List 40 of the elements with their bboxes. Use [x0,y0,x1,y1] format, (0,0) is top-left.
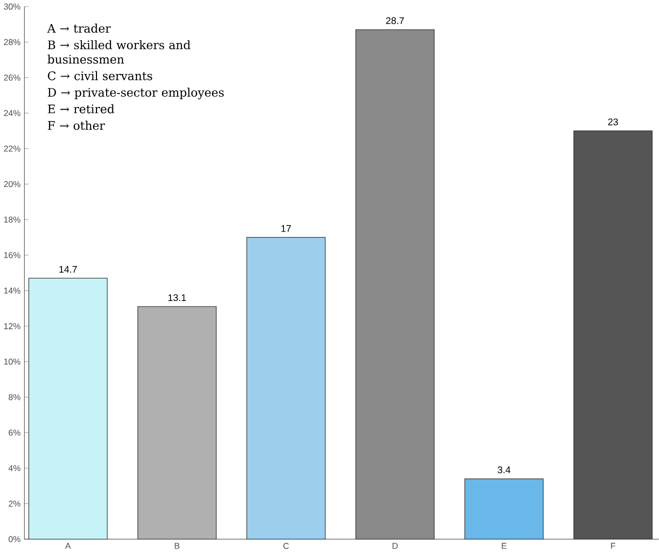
y-tick-label: 20% [4,181,20,188]
y-tick-label: 6% [8,430,20,436]
y-tick-label: 22% [4,146,20,152]
data-label: 3.4 [498,466,510,474]
x-tick-label: F [611,543,616,550]
y-tick-label: 2% [8,500,20,507]
data-label: 23 [608,118,618,126]
y-tick-label: 14% [4,288,20,294]
y-tick-label: 12% [4,323,20,330]
annotation: D → private-sector employees [48,88,224,100]
x-tick-label: B [174,543,180,550]
data-label: 28.7 [386,18,404,24]
data-label: 13.1 [168,294,186,302]
annotation: A → trader [47,24,111,33]
y-tick-label: 26% [4,74,20,81]
bar [464,478,544,540]
y-tick-label: 30% [4,4,20,10]
y-tick-label: 8% [8,394,20,400]
annotation: B → skilled workers and businessmen [48,40,190,64]
data-label: 17 [281,225,291,232]
y-tick-label: 24% [4,110,20,116]
y-tick-label: 16% [4,252,20,258]
bar [28,278,108,540]
annotation: C → civil servants [48,71,152,80]
annotation: F → other [48,121,105,130]
x-tick-label: D [392,543,398,550]
annotation: E → retired [48,104,114,114]
y-tick-label: 18% [4,216,20,223]
bar [137,306,217,540]
y-tick-label: 0% [8,536,20,542]
x-tick-label: A [65,543,71,550]
x-tick-label: E [502,543,506,550]
bar [246,237,326,540]
y-tick-label: 10% [4,358,20,365]
data-label: 14.7 [59,266,77,273]
y-tick-label: 28% [4,39,20,46]
bar [573,130,653,540]
y-tick-label: 4% [8,465,20,472]
x-tick-label: C [283,543,289,550]
bar [355,30,435,540]
